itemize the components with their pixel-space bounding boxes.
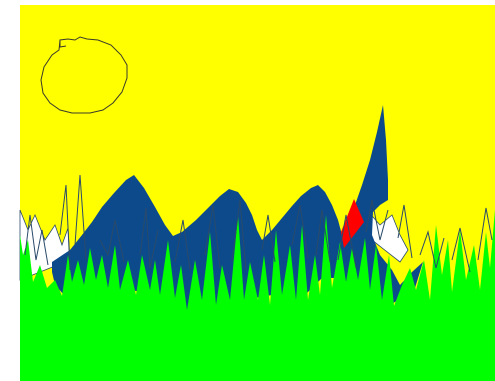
snow-patch: [364, 206, 409, 263]
grass-blades: [24, 174, 493, 273]
red-triangle: [341, 199, 364, 248]
grass-field: [20, 210, 495, 381]
mountain-range: [52, 105, 423, 316]
sun-outline: [40, 36, 128, 114]
